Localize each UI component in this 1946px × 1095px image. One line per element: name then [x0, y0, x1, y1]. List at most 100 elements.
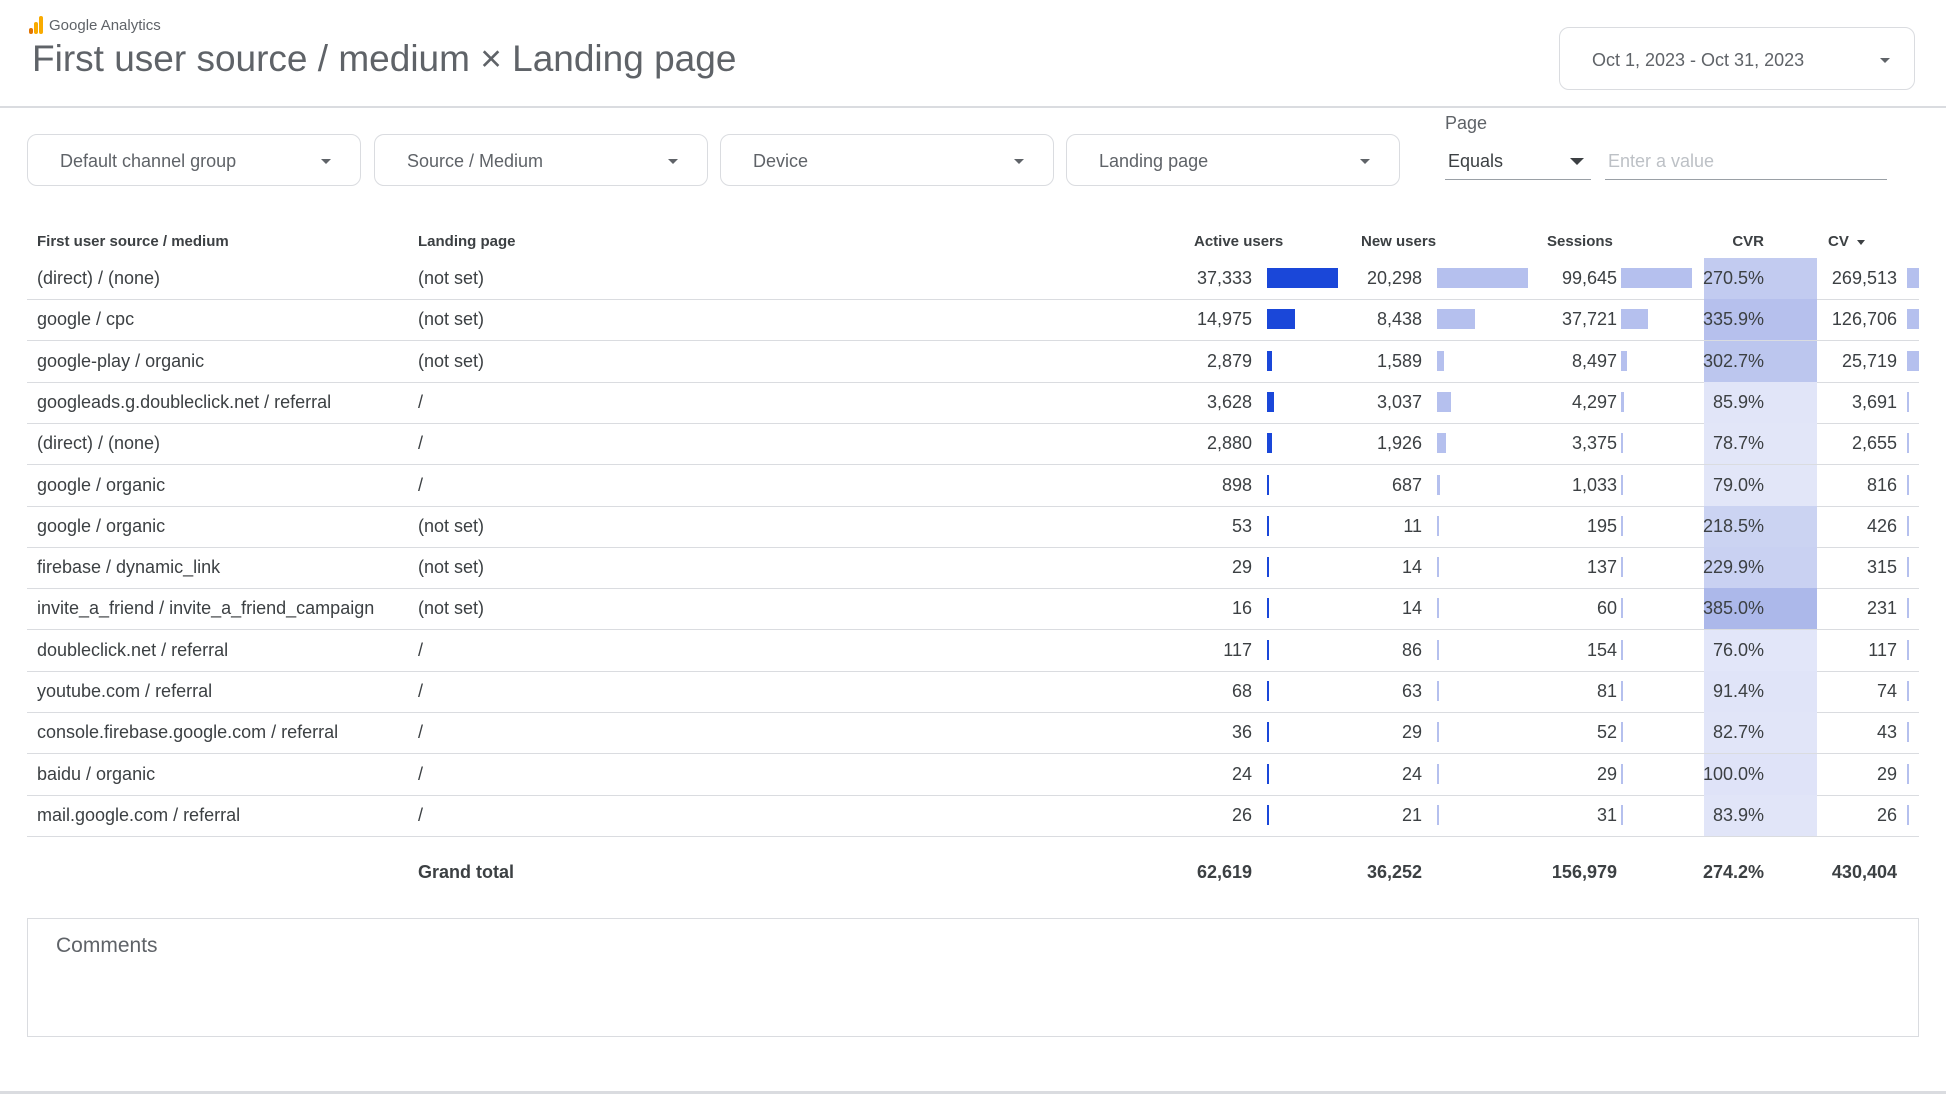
active-users-cell: 24: [1231, 763, 1252, 784]
cv-cell: 26: [1876, 804, 1897, 825]
page-filter-label: Page: [1445, 113, 1488, 133]
table-row[interactable]: (direct) / (none) (not set) 37,333 20,298 99…: [27, 258, 1919, 300]
cvr-cell: 78.7%: [1712, 433, 1764, 454]
filter-source-medium[interactable]: Source / Medium: [374, 134, 708, 186]
active-users-bar: [1267, 474, 1269, 495]
active-users-cell: 3,628: [1206, 391, 1252, 412]
comments-box[interactable]: Comments: [27, 918, 1919, 1037]
table-row[interactable]: google / cpc (not set) 14,975 8,438 37,721 33…: [27, 299, 1919, 342]
cvr-cell: 270.5%: [1702, 268, 1764, 288]
table-row[interactable]: firebase / dynamic_link (not set) 29 14 137 2…: [27, 547, 1919, 590]
column-header-sessions[interactable]: Sessions: [1547, 233, 1613, 250]
cvr-cell: 76.0%: [1712, 639, 1764, 660]
source-medium-cell: console.firebase.google.com / referral: [37, 722, 339, 743]
table-row[interactable]: console.firebase.google.com / referral / 3…: [27, 712, 1919, 755]
active-users-cell: 36: [1231, 722, 1252, 743]
active-users-bar: [1267, 681, 1269, 701]
cv-cell: 426: [1866, 515, 1897, 536]
sessions-bar: [1621, 268, 1692, 288]
filter-device[interactable]: Device: [720, 134, 1054, 186]
filter-default-channel-group[interactable]: Default channel group: [27, 134, 361, 186]
cv-cell: 269,513: [1831, 268, 1897, 288]
column-header-active-users[interactable]: Active users: [1194, 233, 1284, 250]
column-header-landing-page[interactable]: Landing page: [418, 233, 516, 250]
new-users-bar: [1437, 350, 1445, 371]
table-body: (direct) / (none) (not set) 37,333 20,298 99…: [27, 258, 1919, 852]
sessions-bar: [1621, 763, 1623, 784]
report-header: Google Analytics First user source / med…: [0, 0, 1946, 108]
comments-label: Comments: [56, 934, 158, 957]
cv-bar: [1907, 433, 1909, 454]
cvr-cell: 83.9%: [1712, 804, 1764, 825]
cvr-heat-cell: [1704, 423, 1817, 465]
sessions-bar: [1621, 350, 1628, 371]
table-row[interactable]: google-play / organic (not set) 2,879 1,589…: [27, 340, 1919, 383]
active-users-cell: 26: [1231, 804, 1252, 825]
cv-cell: 315: [1866, 557, 1897, 578]
active-users-bar: [1267, 557, 1269, 578]
table-row[interactable]: googleads.g.doubleclick.net / referral / 3…: [27, 381, 1919, 424]
column-header-new-users[interactable]: New users: [1361, 233, 1437, 250]
cv-cell: 43: [1876, 722, 1897, 743]
active-users-cell: 2,880: [1206, 433, 1252, 454]
cvr-cell: 91.4%: [1712, 681, 1764, 701]
cvr-heat-cell: [1704, 753, 1817, 795]
active-users-bar: [1267, 598, 1269, 619]
page-operator-select[interactable]: Equals: [1445, 148, 1591, 180]
cvr-heat-cell: [1704, 258, 1817, 299]
source-medium-cell: google / cpc: [37, 309, 135, 330]
new-users-cell: 20,298: [1366, 268, 1422, 288]
landing-page-cell: /: [418, 639, 424, 660]
cv-cell: 25,719: [1841, 350, 1897, 371]
date-range-picker[interactable]: Oct 1, 2023 - Oct 31, 2023: [1559, 27, 1915, 90]
cv-bar: [1907, 309, 1919, 330]
chevron-down-icon: [668, 159, 678, 164]
table-row[interactable]: baidu / organic / 24 24 29 100.0% 29: [27, 753, 1919, 796]
landing-page-cell: /: [418, 804, 424, 825]
landing-page-cell: (not set): [418, 515, 485, 536]
source-medium-cell: google / organic: [37, 474, 166, 495]
column-header-cv[interactable]: CV: [1828, 233, 1865, 250]
filter-label: Device: [753, 151, 809, 171]
cvr-heat-cell: [1704, 629, 1817, 671]
active-users-cell: 53: [1231, 515, 1252, 536]
table-row[interactable]: invite_a_friend / invite_a_friend_campai…: [27, 588, 1919, 631]
table-row[interactable]: youtube.com / referral / 68 63 81 91.4% 74: [27, 671, 1919, 713]
source-medium-cell: (direct) / (none): [37, 268, 161, 288]
new-users-bar: [1437, 557, 1439, 578]
sessions-bar: [1621, 433, 1624, 454]
source-medium-cell: firebase / dynamic_link: [37, 557, 221, 578]
cvr-cell: 302.7%: [1702, 350, 1764, 371]
table-row[interactable]: google / organic / 898 687 1,033 79.0% 816: [27, 464, 1919, 507]
landing-page-cell: /: [418, 391, 424, 412]
new-users-cell: 687: [1391, 474, 1422, 495]
new-users-cell: 29: [1401, 722, 1422, 743]
table-row[interactable]: mail.google.com / referral / 26 21 31 83.9% 26: [27, 794, 1919, 837]
sessions-cell: 195: [1586, 515, 1617, 536]
cv-bar: [1907, 515, 1909, 536]
new-users-cell: 11: [1403, 515, 1422, 536]
table-row[interactable]: doubleclick.net / referral / 117 86 154 76.0%…: [27, 629, 1919, 672]
cv-cell: 117: [1868, 639, 1897, 660]
active-users-cell: 29: [1231, 557, 1252, 578]
sessions-cell: 37,721: [1561, 309, 1617, 330]
chevron-down-icon: [1880, 58, 1890, 63]
column-header-source-medium[interactable]: First user source / medium: [37, 233, 229, 250]
active-users-cell: 117: [1223, 639, 1252, 660]
column-header-cvr[interactable]: CVR: [1732, 233, 1764, 250]
sessions-bar: [1621, 804, 1623, 825]
table-row[interactable]: google / organic (not set) 53 11 195 218.5% 42…: [27, 505, 1919, 548]
brand: Google Analytics: [29, 16, 161, 34]
cvr-cell: 82.7%: [1712, 722, 1764, 743]
table-row[interactable]: (direct) / (none) / 2,880 1,926 3,375 78.7% 2,…: [27, 423, 1919, 466]
filter-landing-page[interactable]: Landing page: [1066, 134, 1400, 186]
cv-cell: 126,706: [1831, 309, 1897, 330]
new-users-cell: 14: [1401, 557, 1422, 578]
sessions-bar: [1621, 722, 1623, 743]
sessions-bar: [1621, 598, 1623, 619]
cvr-heat-cell: [1704, 464, 1817, 506]
page-value-input[interactable]: [1605, 148, 1887, 180]
new-users-bar: [1437, 722, 1439, 743]
new-users-bar: [1437, 268, 1528, 288]
new-users-cell: 24: [1401, 763, 1422, 784]
